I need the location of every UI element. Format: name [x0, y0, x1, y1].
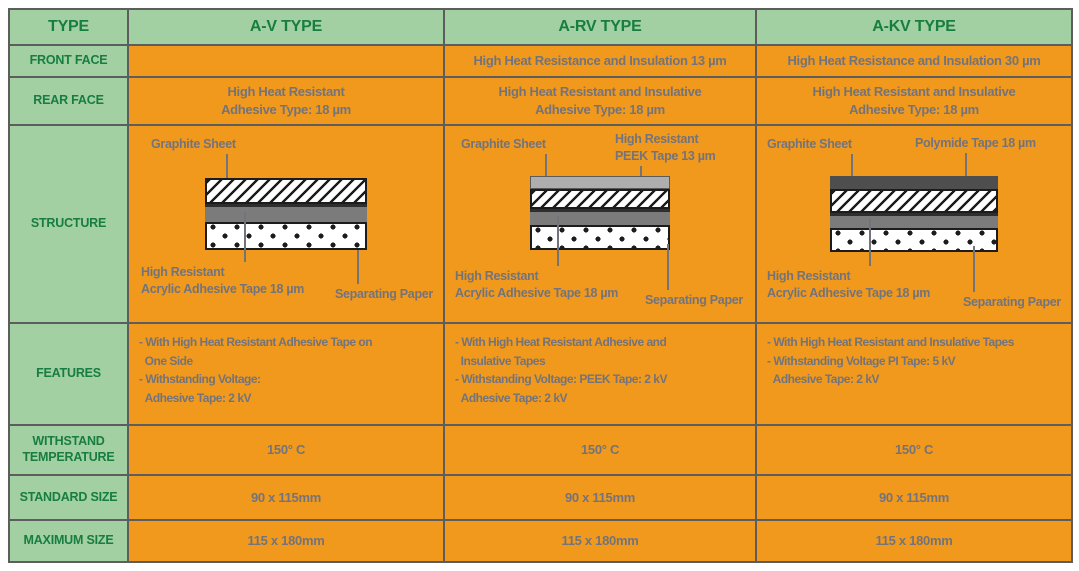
adhesive-leader-line: [869, 218, 871, 266]
withstand-temperature-cell-a-rv: 150° C: [445, 426, 755, 474]
standard-size-label: STANDARD SIZE: [19, 489, 118, 504]
maximum-size-label: MAXIMUM SIZE: [23, 533, 114, 548]
rear-face-cell-a-kv: High Heat Resistant and Insulative Adhes…: [757, 78, 1071, 124]
maximum-size-cell-a-v: 115 x 180mm: [129, 521, 443, 561]
separating-paper-leader-line: [667, 244, 669, 290]
withstand-temperature-cell-a-v: 150° C: [129, 426, 443, 474]
structure-diagram-a-rv: [530, 176, 670, 250]
front-face-cell-a-kv: High Heat Resistance and Insulation 30 µ…: [757, 46, 1071, 76]
row-label-structure: STRUCTURE: [10, 126, 127, 322]
features-cell-a-v: - With High Heat Resistant Adhesive Tape…: [129, 324, 443, 424]
header-col-a-rv: A-RV TYPE: [445, 10, 755, 44]
graphite-sheet-label: Graphite Sheet: [461, 137, 546, 151]
standard-size-value-a-v: 90 x 115mm: [250, 489, 321, 505]
graphite-sheet-label: Graphite Sheet: [151, 137, 236, 151]
peek-tape-layer: [530, 176, 670, 189]
front-face-value-a-kv: High Heat Resistance and Insulation 30 µ…: [787, 53, 1041, 69]
row-label-maximum-size: MAXIMUM SIZE: [10, 521, 127, 561]
maximum-size-cell-a-kv: 115 x 180mm: [757, 521, 1071, 561]
header-a-v-label: A-V TYPE: [249, 18, 323, 35]
standard-size-value-a-kv: 90 x 115mm: [878, 489, 949, 505]
header-col-a-kv: A-KV TYPE: [757, 10, 1071, 44]
standard-size-cell-a-kv: 90 x 115mm: [757, 476, 1071, 519]
features-value-a-rv: - With High Heat Resistant Adhesive and …: [455, 335, 667, 405]
rear-face-cell-a-rv: High Heat Resistant and Insulative Adhes…: [445, 78, 755, 124]
row-label-standard-size: STANDARD SIZE: [10, 476, 127, 519]
row-label-rear-face: REAR FACE: [10, 78, 127, 124]
separating-paper-label: Separating Paper: [962, 295, 1061, 309]
front-face-value-a-rv: High Heat Resistance and Insulation 13 µ…: [473, 53, 727, 69]
maximum-size-value-a-kv: 115 x 180mm: [875, 533, 953, 549]
adhesive-tape-label: High Resistant Acrylic Adhesive Tape 18 …: [141, 265, 305, 296]
acrylic-adhesive-layer: [205, 204, 367, 222]
withstand-temperature-cell-a-kv: 150° C: [757, 426, 1071, 474]
acrylic-adhesive-layer: [530, 209, 670, 225]
adhesive-leader-line: [557, 216, 559, 266]
rear-face-value-a-rv: High Heat Resistant and Insulative Adhes…: [498, 84, 702, 117]
features-cell-a-rv: - With High Heat Resistant Adhesive and …: [445, 324, 755, 424]
acrylic-adhesive-layer: [830, 213, 998, 228]
rear-face-value-a-v: High Heat Resistant Adhesive Type: 18 µm: [221, 84, 351, 117]
separating-paper-leader-line: [357, 250, 359, 284]
polyimide-tape-leader-line: [965, 153, 967, 181]
maximum-size-value-a-rv: 115 x 180mm: [561, 533, 639, 549]
header-col-a-v: A-V TYPE: [129, 10, 443, 44]
polyimide-tape-layer: [830, 176, 998, 189]
page: TYPE A-V TYPE A-RV TYPE A-KV TYPE FRONT …: [8, 8, 1073, 563]
features-value-a-kv: - With High Heat Resistant and Insulativ…: [767, 335, 1014, 387]
standard-size-value-a-rv: 90 x 115mm: [564, 489, 635, 505]
structure-cell-a-v: Graphite Sheet High Resistant Acrylic Ad…: [129, 126, 443, 322]
graphite-sheet-layer: [205, 178, 367, 204]
withstand-temperature-value-a-rv: 150° C: [580, 442, 620, 458]
rear-face-label: REAR FACE: [33, 93, 104, 108]
maximum-size-cell-a-rv: 115 x 180mm: [445, 521, 755, 561]
polyimide-tape-label: Polymide Tape 18 µm: [915, 136, 1036, 150]
header-corner-label: TYPE: [48, 18, 89, 35]
features-value-a-v: - With High Heat Resistant Adhesive Tape…: [139, 335, 373, 405]
standard-size-cell-a-v: 90 x 115mm: [129, 476, 443, 519]
separating-paper-layer: [830, 228, 998, 252]
adhesive-tape-label: High Resistant Acrylic Adhesive Tape 18 …: [455, 269, 619, 300]
structure-cell-a-kv: Graphite Sheet Polymide Tape 18 µm High …: [757, 126, 1071, 322]
peek-tape-leader-line: [640, 166, 642, 183]
graphite-leader-line: [545, 154, 547, 194]
separating-paper-label: Separating Paper: [644, 293, 743, 307]
header-a-rv-label: A-RV TYPE: [558, 18, 642, 35]
features-cell-a-kv: - With High Heat Resistant and Insulativ…: [757, 324, 1071, 424]
front-face-label: FRONT FACE: [29, 53, 108, 68]
rear-face-cell-a-v: High Heat Resistant Adhesive Type: 18 µm: [129, 78, 443, 124]
adhesive-tape-label: High Resistant Acrylic Adhesive Tape 18 …: [767, 269, 931, 300]
graphite-leader-line: [226, 154, 228, 190]
separating-paper-label: Separating Paper: [334, 287, 433, 301]
maximum-size-value-a-v: 115 x 180mm: [247, 533, 325, 549]
peek-tape-label: High Resistant PEEK Tape 13 µm: [615, 132, 716, 163]
separating-paper-leader-line: [973, 246, 975, 292]
withstand-temperature-value-a-kv: 150° C: [894, 442, 934, 458]
withstand-temperature-label: WITHSTAND TEMPERATURE: [22, 434, 115, 464]
front-face-cell-a-v: [129, 46, 443, 76]
withstand-temperature-value-a-v: 150° C: [266, 442, 306, 458]
graphite-sheet-label: Graphite Sheet: [767, 137, 852, 151]
header-corner-type: TYPE: [10, 10, 127, 44]
row-label-withstand-temperature: WITHSTAND TEMPERATURE: [10, 426, 127, 474]
structure-diagram-a-v: [205, 178, 367, 250]
structure-label: STRUCTURE: [30, 216, 107, 231]
graphite-sheet-layer: [530, 189, 670, 209]
front-face-cell-a-rv: High Heat Resistance and Insulation 13 µ…: [445, 46, 755, 76]
comparison-table: TYPE A-V TYPE A-RV TYPE A-KV TYPE FRONT …: [8, 8, 1073, 563]
separating-paper-layer: [205, 222, 367, 250]
row-label-front-face: FRONT FACE: [10, 46, 127, 76]
rear-face-value-a-kv: High Heat Resistant and Insulative Adhes…: [812, 84, 1016, 117]
structure-cell-a-rv: Graphite Sheet High Resistant PEEK Tape …: [445, 126, 755, 322]
structure-diagram-a-kv: [830, 176, 998, 252]
graphite-sheet-layer: [830, 189, 998, 213]
standard-size-cell-a-rv: 90 x 115mm: [445, 476, 755, 519]
adhesive-leader-line: [244, 212, 246, 262]
features-label: FEATURES: [36, 366, 101, 381]
separating-paper-layer: [530, 225, 670, 250]
header-a-kv-label: A-KV TYPE: [872, 18, 956, 35]
row-label-features: FEATURES: [10, 324, 127, 424]
